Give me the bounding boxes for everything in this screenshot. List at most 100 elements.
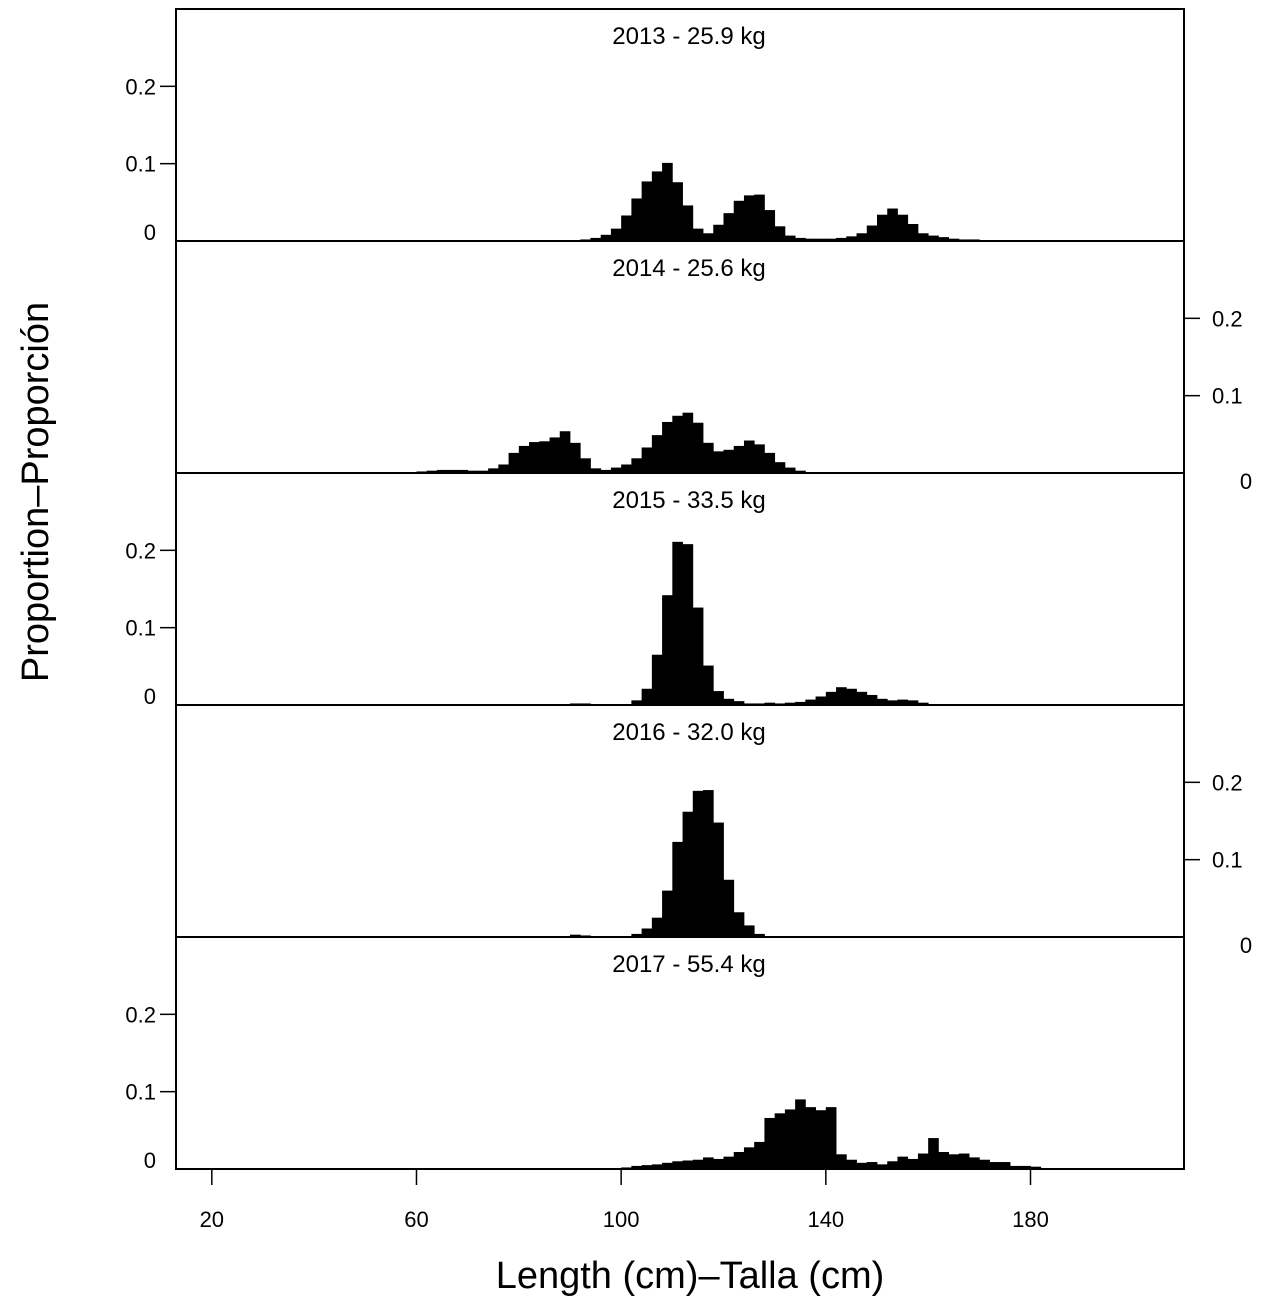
histogram-bar	[447, 469, 458, 473]
histogram-bar	[784, 1109, 796, 1169]
histogram-bar	[733, 1151, 745, 1169]
histogram-bar	[846, 688, 857, 705]
y-tick-label: 0.2	[1212, 770, 1243, 795]
x-axis: 20 60 100 140 180	[200, 1169, 1049, 1232]
histogram-bar	[457, 469, 469, 473]
histogram-bar	[887, 208, 898, 241]
histogram-bar	[713, 451, 724, 473]
histogram-bar	[672, 1161, 683, 1169]
histogram-bar	[610, 228, 622, 241]
y-tick-label: 0.1	[1212, 384, 1243, 409]
panels-group: 2013 - 25.9 kg 0 0.1 0.2 2014 - 25.6 kg 0 0.1 0…	[125, 8, 1252, 1173]
histogram-bar	[784, 702, 796, 705]
histogram-bar	[549, 437, 561, 473]
histogram-bar	[989, 1162, 1001, 1169]
histogram-bar	[621, 215, 632, 241]
histogram-bar	[590, 468, 602, 473]
histogram-bar	[723, 879, 735, 937]
histogram-bar	[948, 1154, 960, 1169]
x-tick-label: 60	[404, 1207, 428, 1232]
histogram-bar	[723, 1156, 735, 1169]
histogram-bar	[815, 238, 827, 241]
x-tick-label: 100	[603, 1207, 640, 1232]
panel-title: 2017 - 55.4 kg	[612, 951, 765, 978]
histogram-bar	[692, 607, 704, 705]
histogram-bar	[733, 200, 745, 241]
histogram-bar	[621, 464, 632, 473]
histogram-bar	[569, 442, 581, 473]
histogram-bar	[703, 790, 714, 937]
histogram-bar	[774, 462, 786, 473]
histogram-bar	[774, 1113, 786, 1169]
y-tick-label: 0	[144, 220, 156, 245]
histogram-bar	[703, 442, 714, 473]
histogram-bar	[825, 691, 837, 705]
histogram-bar	[600, 469, 612, 473]
histogram-bar	[856, 233, 868, 241]
histogram-bars	[211, 541, 1144, 705]
y-tick-label: 0	[144, 684, 156, 709]
panel-title: 2014 - 25.6 kg	[612, 255, 765, 282]
histogram-bar	[754, 194, 765, 241]
histogram-bar	[662, 421, 673, 473]
histogram-bar	[846, 1159, 857, 1169]
histogram-bar	[610, 467, 622, 473]
histogram-bar	[518, 445, 530, 473]
histogram-bar	[836, 1154, 847, 1169]
histogram-bar	[1020, 1165, 1031, 1169]
histogram-bar	[631, 700, 643, 705]
histogram-bar	[692, 228, 704, 241]
panel-2: 2014 - 25.6 kg 0 0.1 0.2	[176, 255, 1252, 494]
panel-4: 2016 - 32.0 kg 0 0.1 0.2	[176, 719, 1252, 958]
x-tick-label: 140	[807, 1207, 844, 1232]
histogram-bar	[907, 223, 919, 241]
histogram-bar	[539, 441, 550, 473]
histogram-bar	[928, 1138, 939, 1169]
histogram-bar	[692, 422, 704, 473]
histogram-bar	[641, 928, 653, 937]
x-tick-label: 180	[1012, 1207, 1049, 1232]
y-tick-label: 0.1	[125, 1080, 156, 1105]
histogram-bar	[641, 447, 653, 473]
histogram-bar	[928, 235, 939, 241]
histogram-bar	[795, 701, 806, 705]
histogram-bar	[897, 214, 909, 241]
histogram-bar	[743, 440, 755, 473]
histogram-bar	[436, 469, 448, 473]
histogram-bar	[743, 925, 755, 937]
histogram-bar	[703, 1157, 714, 1169]
histogram-bar	[682, 205, 694, 241]
x-axis-title: Length (cm)–Talla (cm)	[496, 1255, 885, 1297]
histogram-bar	[682, 544, 694, 705]
histogram-bar	[651, 917, 663, 937]
histogram-bar	[876, 214, 888, 241]
histogram-bar	[764, 702, 776, 705]
histogram-bar	[713, 691, 724, 705]
histogram-bar	[662, 890, 673, 937]
histogram-bar	[836, 237, 847, 241]
histogram-bar	[836, 687, 847, 705]
histogram-bar	[672, 182, 683, 241]
panel-3: 2015 - 33.5 kg 0 0.1 0.2	[125, 487, 1184, 709]
plot-frame	[175, 8, 1185, 1170]
histogram-bar	[754, 933, 765, 937]
histogram-bar	[723, 213, 735, 241]
y-axis-title: Proportion–Proporción	[15, 302, 57, 682]
histogram-bar	[907, 1158, 919, 1169]
histogram-bar	[938, 1151, 950, 1169]
histogram-bar	[876, 698, 888, 705]
histogram-bar	[569, 934, 581, 937]
histogram-bar	[795, 1099, 806, 1169]
histogram-bar	[784, 235, 796, 241]
histogram-bar	[958, 1153, 970, 1169]
histogram-bar	[672, 841, 683, 937]
y-tick-label: 0	[144, 1148, 156, 1173]
histogram-bar	[477, 470, 489, 473]
histogram-bar	[631, 198, 643, 241]
histogram-bar	[1030, 1166, 1042, 1169]
histogram-bar	[488, 468, 499, 473]
histogram-bar	[866, 225, 878, 241]
histogram-bar	[662, 162, 673, 241]
histogram-bar	[703, 665, 714, 705]
